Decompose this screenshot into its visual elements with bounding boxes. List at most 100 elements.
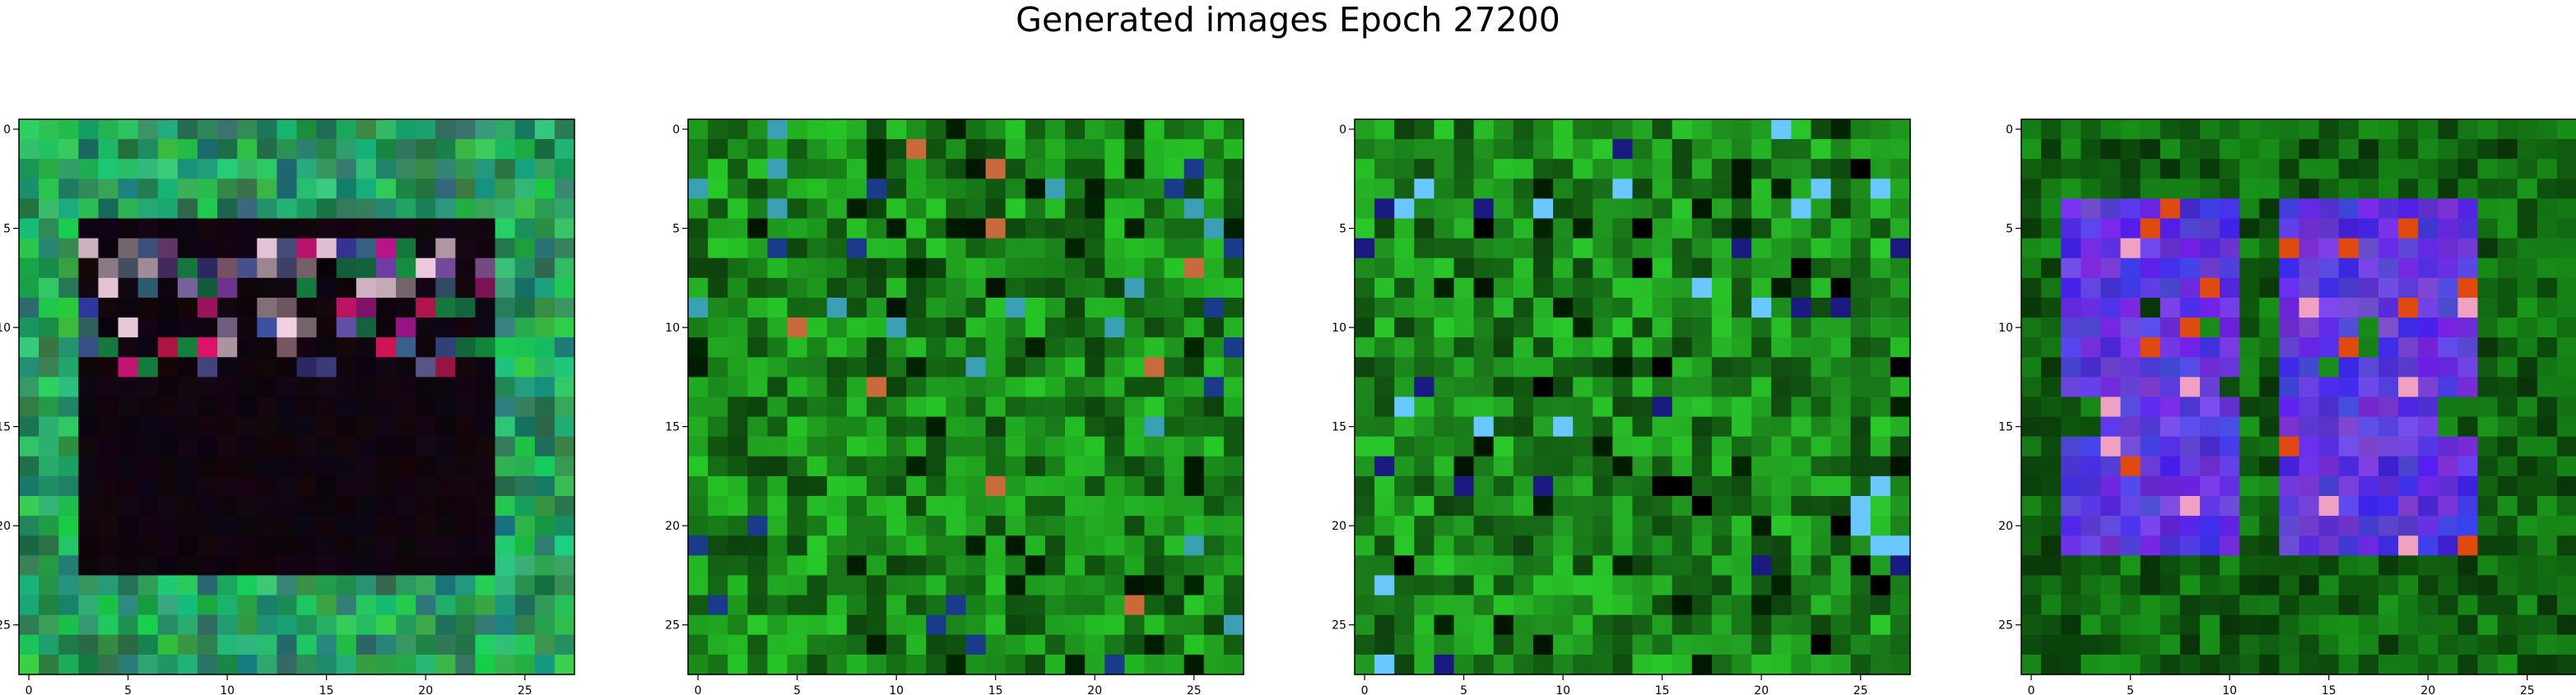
pixel-cell: [455, 139, 477, 160]
pixel-cell: [1493, 218, 1514, 239]
pixel-cell: [2140, 575, 2161, 596]
pixel-cell: [137, 595, 159, 616]
pixel-cell: [197, 377, 218, 398]
pixel-cell: [58, 357, 79, 378]
pixel-cell: [926, 456, 946, 477]
pixel-cell: [1553, 456, 1574, 477]
pixel-cell: [886, 516, 907, 536]
pixel-cell: [767, 654, 788, 675]
pixel-cell: [2358, 257, 2379, 279]
pixel-cell: [1573, 159, 1593, 179]
pixel-cell: [1553, 277, 1574, 299]
pixel-cell: [1493, 277, 1514, 299]
pixel-cell: [435, 277, 456, 299]
pixel-cell: [1890, 535, 1911, 556]
pixel-cell: [356, 456, 377, 477]
pixel-cell: [767, 516, 788, 536]
pixel-cell: [1513, 555, 1534, 577]
pixel-cell: [1850, 634, 1872, 656]
pixel-cell: [787, 257, 808, 279]
pixel-cell: [1493, 654, 1514, 675]
pixel-cell: [277, 238, 298, 259]
pixel-cell: [2497, 159, 2518, 179]
pixel-cell: [98, 238, 119, 259]
pixel-cell: [728, 396, 748, 418]
pixel-cell: [2220, 119, 2240, 140]
pixel-cell: [1124, 277, 1146, 299]
pixel-cell: [534, 377, 556, 398]
pixel-cell: [985, 575, 1007, 596]
pixel-cell: [1434, 198, 1455, 220]
pixel-cell: [2338, 337, 2360, 358]
pixel-cell: [1711, 257, 1732, 279]
pixel-cell: [435, 198, 456, 220]
pixel-cell: [1044, 119, 1066, 140]
pixel-cell: [1732, 555, 1752, 577]
pixel-cell: [787, 337, 808, 358]
pixel-cell: [277, 654, 298, 675]
pixel-cell: [2259, 436, 2280, 457]
pixel-cell: [1005, 159, 1026, 179]
pixel-cell: [2239, 297, 2260, 318]
pixel-cell: [1104, 257, 1125, 279]
pixel-cell: [435, 535, 456, 556]
pixel-cell: [2259, 317, 2280, 338]
pixel-cell: [1771, 475, 1792, 497]
pixel-cell: [1890, 516, 1911, 536]
pixel-cell: [1434, 475, 1455, 497]
pixel-cell: [1164, 198, 1185, 220]
pixel-cell: [826, 555, 848, 577]
pixel-cell: [1183, 595, 1205, 616]
pixel-cell: [2358, 377, 2379, 398]
pixel-cell: [1203, 535, 1225, 556]
pixel-cell: [728, 337, 748, 358]
pixel-cell: [1434, 535, 1455, 556]
pixel-cell: [1672, 496, 1693, 517]
pixel-cell: [2041, 277, 2062, 299]
pixel-cell: [2556, 654, 2576, 675]
pixel-cell: [1711, 317, 1732, 338]
pixel-cell: [1711, 277, 1732, 299]
pixel-cell: [1890, 297, 1911, 318]
pixel-cell: [1532, 575, 1554, 596]
pixel-cell: [58, 297, 79, 318]
pixel-cell: [1691, 595, 1713, 616]
pixel-cell: [1573, 198, 1593, 220]
pixel-cell: [2358, 595, 2379, 616]
pixel-cell: [1144, 555, 1165, 577]
pixel-cell: [708, 198, 728, 220]
pixel-cell: [78, 456, 100, 477]
pixel-cell: [965, 377, 987, 398]
pixel-cell: [1183, 377, 1205, 398]
pixel-cell: [2100, 178, 2122, 200]
pixel-cell: [1124, 595, 1146, 616]
pixel-cell: [2081, 257, 2102, 279]
pixel-cell: [1453, 456, 1475, 477]
pixel-cell: [257, 218, 277, 239]
pixel-cell: [906, 416, 927, 438]
pixel-cell: [1830, 218, 1852, 239]
pixel-cell: [1104, 436, 1125, 457]
pixel-cell: [336, 436, 357, 457]
pixel-cell: [2477, 396, 2499, 418]
pixel-cell: [1711, 119, 1732, 140]
pixel-cell: [197, 416, 218, 438]
pixel-cell: [1532, 218, 1554, 239]
pixel-cell: [965, 634, 987, 656]
pixel-cell: [2418, 555, 2439, 577]
pixel-cell: [2556, 555, 2576, 577]
pixel-cell: [1612, 456, 1634, 477]
pixel-cell: [2220, 654, 2240, 675]
pixel-cell: [2536, 496, 2558, 517]
pixel-cell: [787, 516, 808, 536]
pixel-cell: [98, 257, 119, 279]
pixel-cell: [1394, 614, 1415, 636]
pixel-cell: [217, 198, 238, 220]
pixel-cell: [197, 516, 218, 536]
pixel-cell: [2259, 178, 2280, 200]
pixel-cell: [1183, 198, 1205, 220]
pixel-cell: [846, 159, 867, 179]
pixel-cell: [1473, 198, 1495, 220]
pixel-cell: [1890, 218, 1911, 239]
pixel-cell: [396, 416, 416, 438]
